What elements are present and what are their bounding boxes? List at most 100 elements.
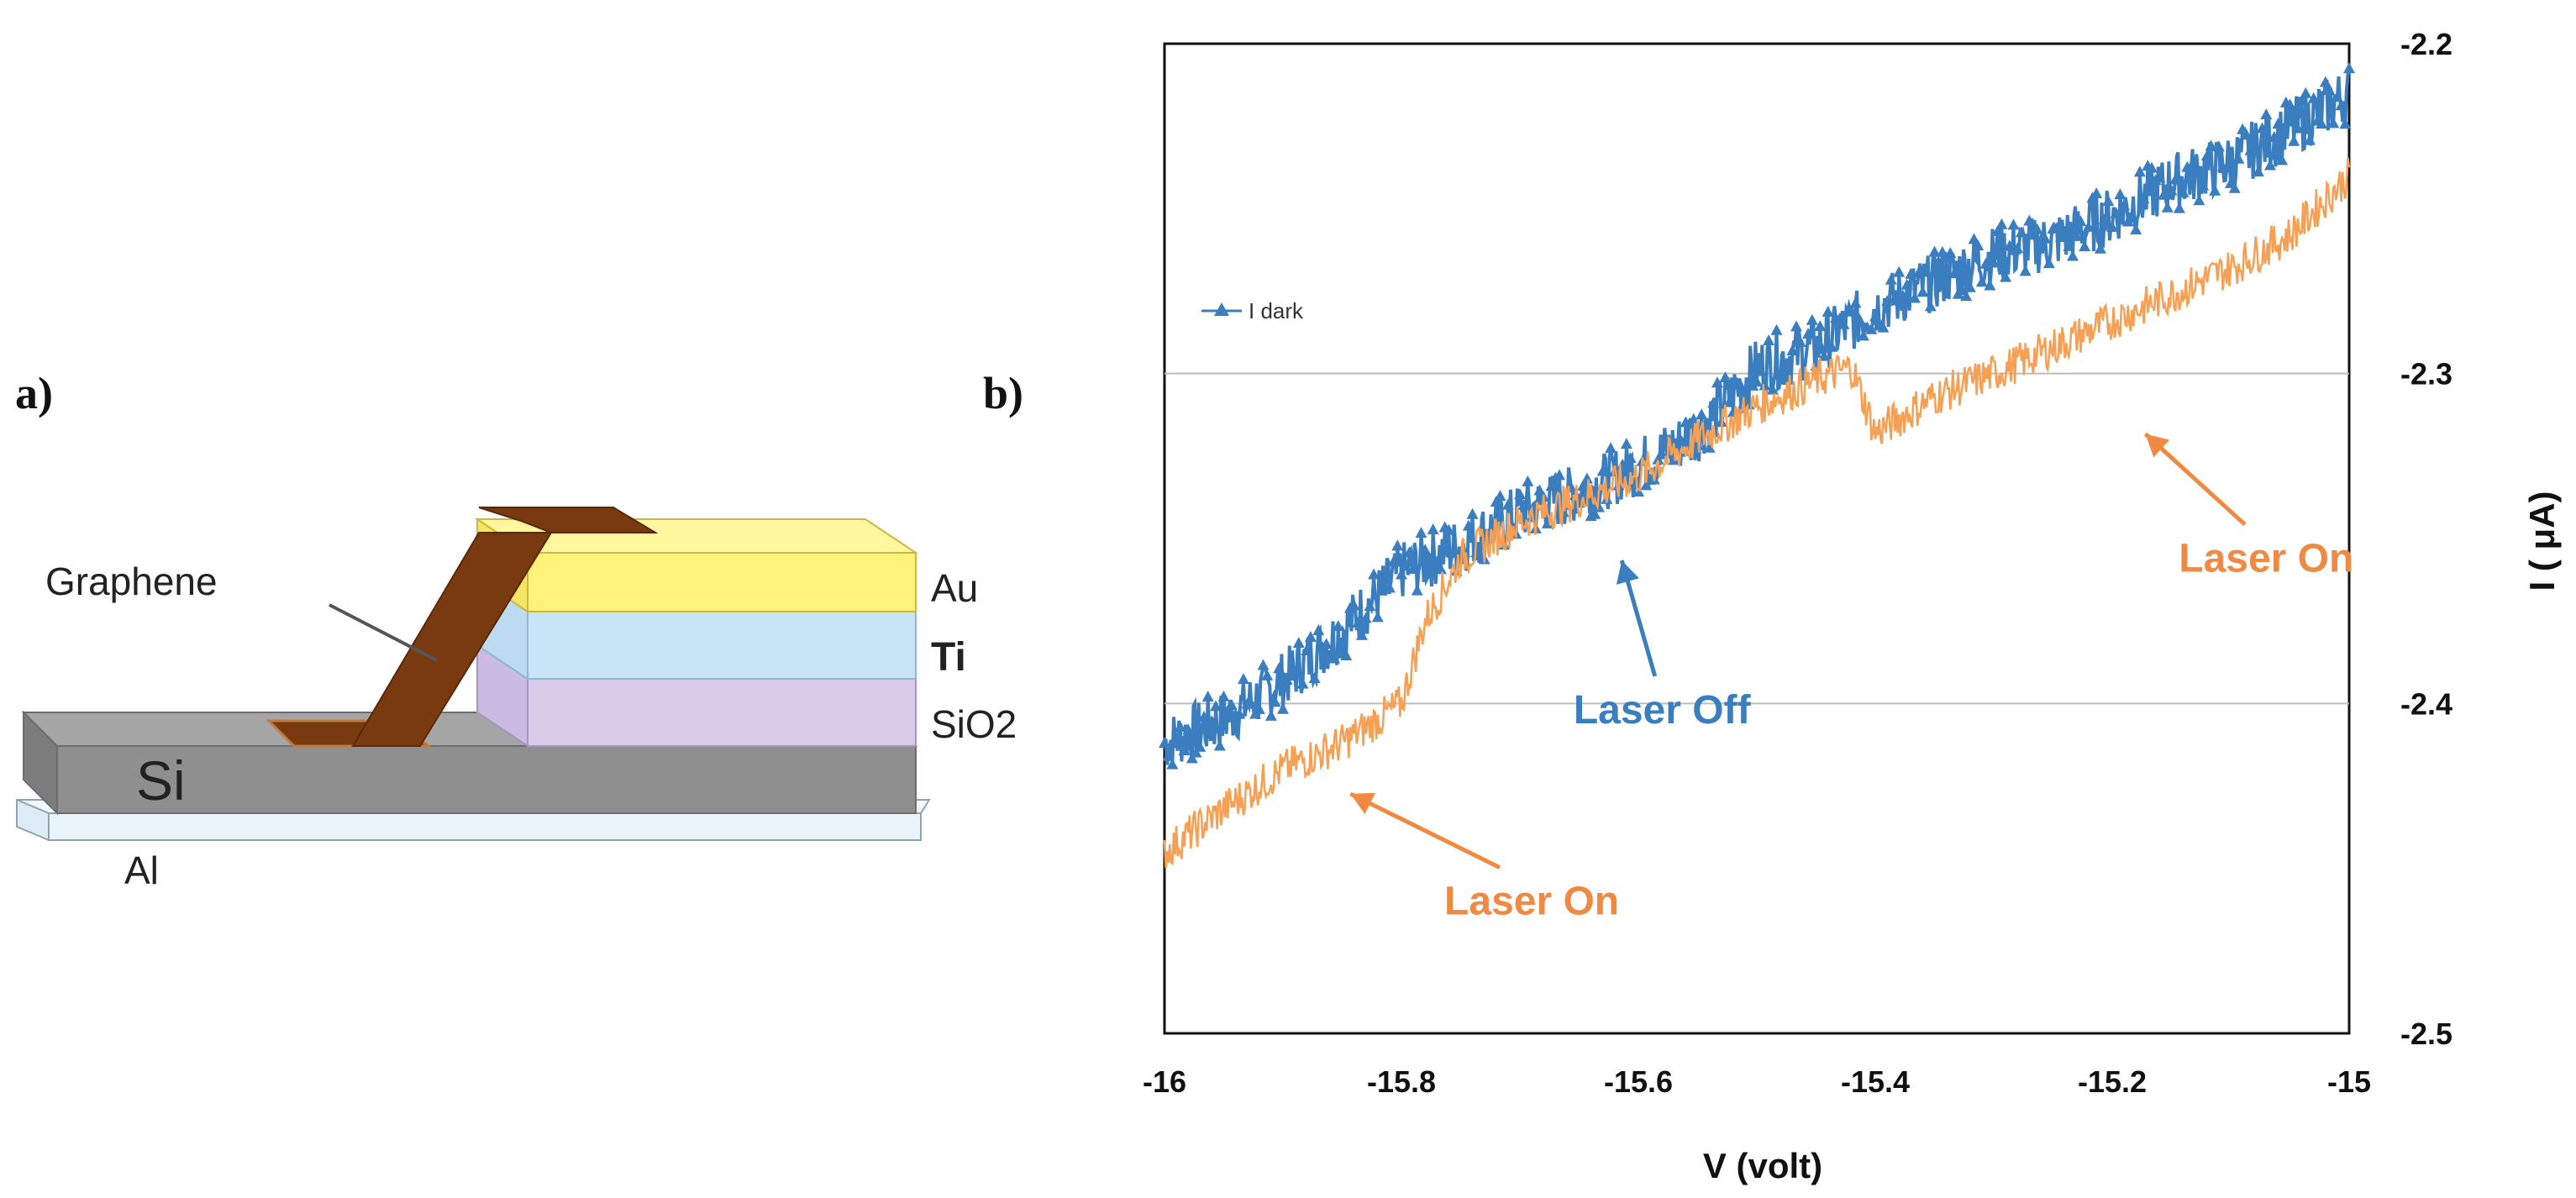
data-point-marker	[2133, 166, 2146, 177]
data-point-marker	[2335, 99, 2347, 111]
data-point-marker	[1924, 300, 1937, 312]
ti-front	[527, 611, 917, 680]
si-side	[23, 710, 58, 816]
data-point-marker	[1368, 568, 1380, 580]
data-point-marker	[2003, 239, 2016, 251]
data-point-marker	[2106, 221, 2118, 233]
x-tick-labels: -16 -15.8 -15.6 -15.4 -15.2 -15	[1143, 1064, 2371, 1099]
data-point-marker	[1975, 276, 1988, 287]
data-point-marker	[2090, 187, 2103, 199]
data-point-marker	[1419, 544, 1432, 555]
data-point-marker	[1292, 637, 1305, 649]
al-label: Al	[124, 849, 159, 892]
data-point-marker	[1162, 749, 1175, 761]
data-point-marker	[1790, 320, 1802, 332]
data-point-marker	[1711, 376, 1723, 388]
y-tick-label: -2.5	[2400, 1017, 2452, 1051]
panel-a: a)	[15, 368, 1017, 892]
data-point-marker	[1422, 550, 1435, 562]
data-point-marker	[2200, 150, 2213, 161]
data-point-marker	[1849, 297, 1862, 308]
data-point-marker	[1900, 278, 1913, 290]
si-front	[56, 745, 917, 814]
data-point-marker	[2307, 92, 2320, 103]
legend-marker	[1214, 302, 1229, 316]
data-point-marker	[1944, 246, 1957, 258]
annotation-1: Laser On	[2143, 432, 2353, 581]
data-point-marker	[2058, 225, 2071, 237]
data-point-marker	[1719, 371, 1732, 383]
data-point-marker	[1632, 485, 1644, 497]
data-point-marker	[2268, 130, 2280, 142]
data-point-marker	[1396, 568, 1407, 580]
annotation-arrow-head	[2145, 433, 2170, 458]
data-point-marker	[1932, 255, 1945, 267]
data-point-marker	[2256, 122, 2268, 134]
data-point-marker	[1865, 323, 1878, 334]
data-point-marker	[1948, 267, 1960, 279]
data-point-marker	[2288, 134, 2300, 146]
y-tick-label: -2.3	[2400, 357, 2452, 391]
data-point-marker	[1984, 279, 1996, 291]
data-point-marker	[1261, 669, 1274, 680]
sio2-front	[527, 678, 917, 747]
data-point-marker	[1273, 662, 1285, 674]
data-point-marker	[1159, 737, 1170, 749]
data-point-marker	[1522, 475, 1534, 486]
data-point-marker	[2189, 160, 2201, 171]
data-point-marker	[2019, 265, 2032, 276]
data-point-marker	[2153, 171, 2166, 183]
data-point-marker	[1553, 469, 1565, 481]
annotation-arrow-shaft	[2143, 432, 2247, 527]
data-point-marker	[1766, 383, 1779, 395]
data-point-marker	[2137, 192, 2150, 203]
data-point-marker	[1857, 329, 1869, 341]
data-point-marker	[1213, 739, 1226, 751]
data-point-marker	[1387, 555, 1400, 567]
data-point-marker	[1786, 344, 1799, 356]
data-point-marker	[1972, 239, 1985, 251]
data-point-marker	[1802, 328, 1815, 339]
data-point-marker	[1826, 340, 1838, 352]
data-point-marker	[1723, 396, 1736, 407]
data-point-marker	[1308, 671, 1321, 683]
annotation-0: Laser Off	[1574, 560, 1752, 733]
data-point-marker	[1431, 555, 1443, 567]
data-point-marker	[1166, 758, 1179, 770]
data-point-marker	[2248, 144, 2261, 156]
data-point-marker	[2221, 161, 2233, 173]
data-point-marker	[1466, 507, 1479, 519]
data-point-marker	[1964, 281, 1976, 292]
data-point-marker	[1794, 335, 1806, 347]
annotations-layer: Laser Off Laser On Laser On	[1349, 432, 2353, 924]
data-point-marker	[1995, 218, 2008, 229]
data-point-marker	[2295, 94, 2308, 106]
data-point-marker	[1443, 523, 1455, 535]
data-point-marker	[2082, 220, 2095, 232]
data-point-marker	[1185, 752, 1198, 764]
data-point-marker	[1352, 617, 1364, 628]
data-point-marker	[2161, 201, 2174, 213]
data-point-marker	[2319, 76, 2332, 87]
data-point-marker	[1869, 310, 1881, 322]
data-point-marker	[2304, 134, 2316, 145]
data-point-marker	[1620, 438, 1632, 449]
data-point-marker	[1296, 677, 1309, 689]
data-point-marker	[1411, 584, 1423, 596]
data-point-marker	[1853, 313, 1866, 324]
data-point-marker	[1222, 704, 1234, 716]
data-point-marker	[2331, 91, 2343, 102]
data-point-marker	[1170, 737, 1183, 749]
data-point-marker	[2197, 179, 2210, 191]
legend-entry: I dark	[1249, 298, 1304, 323]
data-point-marker	[2102, 195, 2115, 207]
data-point-marker	[1304, 630, 1317, 642]
annotation-label: Laser On	[2179, 536, 2353, 581]
data-point-marker	[1371, 611, 1384, 623]
data-point-marker	[1435, 563, 1447, 575]
data-point-marker	[1289, 665, 1301, 677]
data-point-marker	[1233, 707, 1246, 719]
data-point-marker	[1751, 376, 1763, 387]
data-point-marker	[2118, 199, 2131, 211]
data-point-marker	[1194, 740, 1207, 752]
